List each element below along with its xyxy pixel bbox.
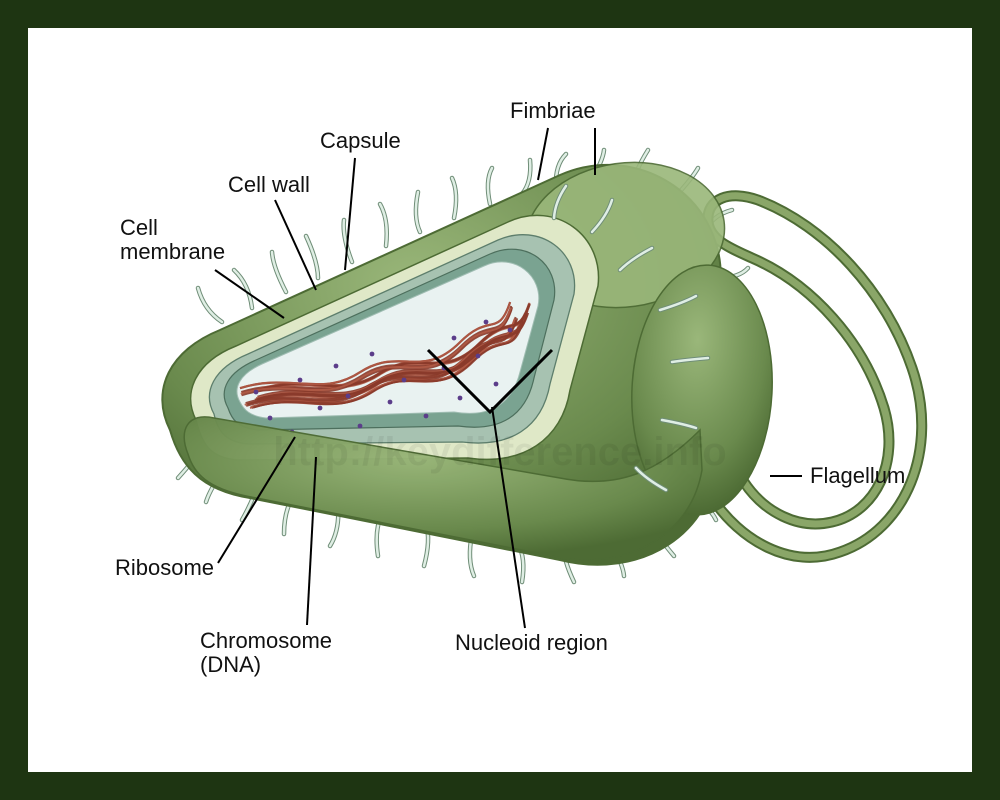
label-cellwall: Cell wall — [228, 172, 310, 197]
label-ribosome: Ribosome — [115, 555, 214, 580]
leader-line — [215, 270, 284, 318]
label-chromosome: Chromosome(DNA) — [200, 628, 332, 677]
label-membrane: Cellmembrane — [120, 215, 225, 264]
label-flagellum: Flagellum — [810, 463, 905, 488]
inner-canvas: Fimbriae Capsule Cell wallCellmembrane Ribo… — [50, 50, 950, 750]
label-nucleoid: Nucleoid region — [455, 630, 608, 655]
leader-line — [538, 128, 548, 180]
diagram-root: Fimbriae Capsule Cell wallCellmembrane Ribo… — [0, 0, 1000, 800]
label-capsule: Capsule — [320, 128, 401, 153]
diagram-svg: Fimbriae Capsule Cell wallCellmembrane Ribo… — [50, 50, 950, 750]
label-fimbriae: Fimbriae — [510, 98, 596, 123]
